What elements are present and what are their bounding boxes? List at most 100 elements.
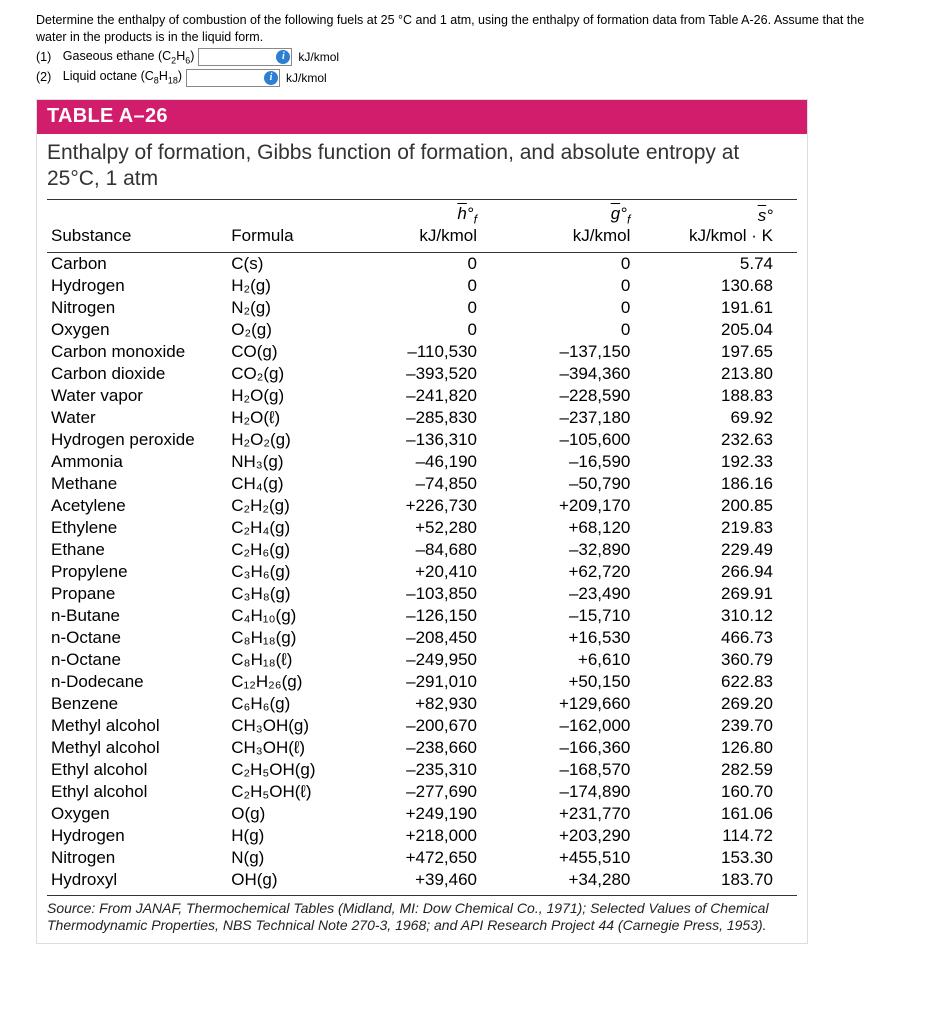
- cell-s: 114.72: [654, 825, 797, 847]
- table-row: OxygenO₂(g)00205.04: [47, 319, 797, 341]
- cell-hf: –103,850: [348, 583, 501, 605]
- cell-gf: –168,570: [501, 759, 654, 781]
- cell-gf: +50,150: [501, 671, 654, 693]
- cell-s: 310.12: [654, 605, 797, 627]
- table-row: n-OctaneC₈H₁₈(ℓ)–249,950+6,610360.79: [47, 649, 797, 671]
- cell-gf: +62,720: [501, 561, 654, 583]
- table-row: NitrogenN₂(g)00191.61: [47, 297, 797, 319]
- cell-substance: Propane: [47, 583, 227, 605]
- cell-s: 622.83: [654, 671, 797, 693]
- cell-hf: +472,650: [348, 847, 501, 869]
- cell-hf: –241,820: [348, 385, 501, 407]
- cell-s: 213.80: [654, 363, 797, 385]
- cell-formula: C₂H₂(g): [227, 495, 347, 517]
- info-icon[interactable]: i: [264, 71, 278, 85]
- cell-substance: n-Dodecane: [47, 671, 227, 693]
- table-row: AcetyleneC₂H₂(g)+226,730+209,170200.85: [47, 495, 797, 517]
- cell-gf: +34,280: [501, 869, 654, 891]
- table-subheader: Enthalpy of formation, Gibbs function of…: [37, 134, 807, 193]
- table-row: Hydrogen peroxideH₂O₂(g)–136,310–105,600…: [47, 429, 797, 451]
- cell-hf: –235,310: [348, 759, 501, 781]
- cell-formula: CO(g): [227, 341, 347, 363]
- cell-hf: +52,280: [348, 517, 501, 539]
- cell-formula: H(g): [227, 825, 347, 847]
- cell-hf: 0: [348, 275, 501, 297]
- cell-substance: Methyl alcohol: [47, 715, 227, 737]
- table-row: Methyl alcoholCH₃OH(ℓ)–238,660–166,36012…: [47, 737, 797, 759]
- cell-s: 160.70: [654, 781, 797, 803]
- cell-substance: Hydrogen peroxide: [47, 429, 227, 451]
- cell-hf: –74,850: [348, 473, 501, 495]
- cell-gf: –50,790: [501, 473, 654, 495]
- table-a26: TABLE A–26 Enthalpy of formation, Gibbs …: [36, 99, 808, 944]
- cell-s: 188.83: [654, 385, 797, 407]
- cell-gf: +6,610: [501, 649, 654, 671]
- cell-s: 205.04: [654, 319, 797, 341]
- cell-s: 200.85: [654, 495, 797, 517]
- cell-substance: Methane: [47, 473, 227, 495]
- cell-gf: +203,290: [501, 825, 654, 847]
- cell-hf: –238,660: [348, 737, 501, 759]
- cell-hf: 0: [348, 297, 501, 319]
- cell-s: 219.83: [654, 517, 797, 539]
- part-1-answer-box[interactable]: i: [198, 48, 292, 66]
- cell-hf: –277,690: [348, 781, 501, 803]
- cell-gf: +68,120: [501, 517, 654, 539]
- cell-hf: +218,000: [348, 825, 501, 847]
- cell-hf: –249,950: [348, 649, 501, 671]
- part-2-answer-box[interactable]: i: [186, 69, 280, 87]
- cell-gf: –16,590: [501, 451, 654, 473]
- table-row: PropyleneC₃H₆(g)+20,410+62,720266.94: [47, 561, 797, 583]
- cell-gf: –174,890: [501, 781, 654, 803]
- cell-substance: Nitrogen: [47, 297, 227, 319]
- cell-hf: 0: [348, 252, 501, 275]
- cell-substance: Water vapor: [47, 385, 227, 407]
- cell-substance: Propylene: [47, 561, 227, 583]
- cell-hf: –291,010: [348, 671, 501, 693]
- cell-substance: Carbon dioxide: [47, 363, 227, 385]
- cell-formula: C₂H₆(g): [227, 539, 347, 561]
- cell-substance: Ethane: [47, 539, 227, 561]
- cell-formula: C₃H₈(g): [227, 583, 347, 605]
- info-icon[interactable]: i: [276, 50, 290, 64]
- table-row: Water vaporH₂O(g)–241,820–228,590188.83: [47, 385, 797, 407]
- cell-formula: CH₃OH(g): [227, 715, 347, 737]
- cell-substance: Nitrogen: [47, 847, 227, 869]
- cell-formula: O(g): [227, 803, 347, 825]
- cell-substance: n-Octane: [47, 649, 227, 671]
- table-header-bar: TABLE A–26: [37, 100, 807, 134]
- cell-hf: 0: [348, 319, 501, 341]
- cell-s: 161.06: [654, 803, 797, 825]
- cell-hf: –84,680: [348, 539, 501, 561]
- cell-formula: O₂(g): [227, 319, 347, 341]
- cell-gf: –394,360: [501, 363, 654, 385]
- cell-hf: –46,190: [348, 451, 501, 473]
- cell-formula: N(g): [227, 847, 347, 869]
- table-body: CarbonC(s)005.74HydrogenH₂(g)00130.68Nit…: [47, 252, 797, 891]
- data-table: Substance Formula h°f kJ/kmol g°f kJ/kmo…: [47, 199, 797, 891]
- cell-gf: +129,660: [501, 693, 654, 715]
- cell-substance: Hydrogen: [47, 275, 227, 297]
- cell-substance: Hydroxyl: [47, 869, 227, 891]
- cell-gf: +231,770: [501, 803, 654, 825]
- cell-s: 269.20: [654, 693, 797, 715]
- part-1-input[interactable]: [199, 49, 275, 65]
- cell-formula: C(s): [227, 252, 347, 275]
- cell-formula: C₁₂H₂₆(g): [227, 671, 347, 693]
- part-2-input[interactable]: [187, 70, 263, 86]
- col-formula: Formula: [227, 199, 347, 252]
- cell-substance: Carbon monoxide: [47, 341, 227, 363]
- cell-substance: Water: [47, 407, 227, 429]
- cell-gf: 0: [501, 297, 654, 319]
- cell-gf: +209,170: [501, 495, 654, 517]
- table-row: HydrogenH(g)+218,000+203,290114.72: [47, 825, 797, 847]
- cell-s: 266.94: [654, 561, 797, 583]
- cell-hf: +249,190: [348, 803, 501, 825]
- cell-substance: Oxygen: [47, 319, 227, 341]
- table-row: Carbon dioxideCO₂(g)–393,520–394,360213.…: [47, 363, 797, 385]
- cell-substance: Benzene: [47, 693, 227, 715]
- cell-formula: C₈H₁₈(ℓ): [227, 649, 347, 671]
- table-footnote: Source: From JANAF, Thermochemical Table…: [47, 895, 797, 935]
- cell-hf: –208,450: [348, 627, 501, 649]
- cell-hf: –285,830: [348, 407, 501, 429]
